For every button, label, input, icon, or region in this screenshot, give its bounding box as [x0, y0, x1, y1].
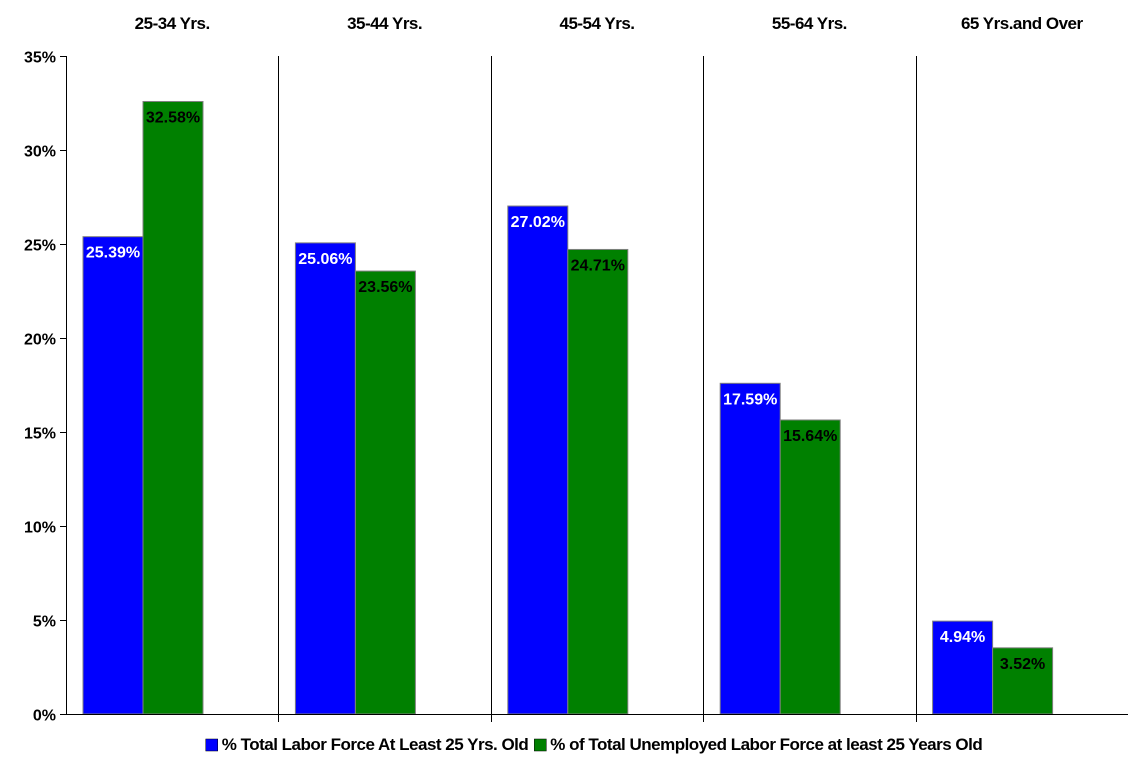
data-labels: 25.39% 32.58% 25.06% 23.56% 27.02% 24.71% 17.5… — [86, 109, 1045, 672]
data-label: 25.39% — [86, 245, 140, 262]
bar-labor-force-2 — [294, 242, 356, 715]
bar-unemployed-2 — [354, 270, 416, 715]
y-tick-label: 5% — [33, 614, 56, 631]
legend-swatch-unemployed — [534, 738, 547, 752]
category-separators — [278, 56, 917, 722]
data-label: 27.02% — [511, 214, 565, 231]
category-label: 35-44 Yrs. — [347, 14, 422, 33]
y-tick-label: 35% — [24, 50, 56, 67]
legend-swatch-labor-force — [205, 738, 218, 752]
y-tick-labels: 0% 5% 10% 15% 20% 25% 30% 35% — [24, 50, 56, 725]
category-labels: 25-34 Yrs. 35-44 Yrs. 45-54 Yrs. 55-64 Yrs.… — [135, 14, 1084, 33]
bar-labor-force-1 — [82, 236, 144, 715]
bars — [82, 100, 1054, 715]
y-tick-label: 30% — [24, 144, 56, 161]
y-axis — [60, 56, 1128, 715]
legend: % Total Labor Force At Least 25 Yrs. Old… — [205, 735, 983, 754]
y-tick-label: 15% — [24, 426, 56, 443]
bar-unemployed-3 — [567, 248, 629, 715]
data-label: 17.59% — [723, 391, 777, 408]
data-label: 15.64% — [783, 428, 837, 445]
data-label: 23.56% — [358, 279, 412, 296]
legend-label-labor-force: % Total Labor Force At Least 25 Yrs. Old — [222, 735, 529, 754]
category-label: 65 Yrs.and Over — [961, 14, 1084, 33]
data-label: 32.58% — [146, 109, 200, 126]
y-tick-label: 0% — [33, 708, 56, 725]
bar-labor-force-5 — [932, 620, 994, 715]
data-label: 25.06% — [298, 251, 352, 268]
category-label: 25-34 Yrs. — [135, 14, 210, 33]
bar-unemployed-1 — [142, 100, 204, 715]
legend-label-unemployed: % of Total Unemployed Labor Force at lea… — [550, 735, 982, 754]
bar-labor-force-4 — [719, 382, 781, 715]
bar-unemployed-4 — [779, 419, 841, 715]
y-tick-label: 25% — [24, 238, 56, 255]
data-label: 3.52% — [1000, 656, 1045, 673]
y-tick-label: 10% — [24, 520, 56, 537]
y-tick-label: 20% — [24, 332, 56, 349]
category-label: 55-64 Yrs. — [772, 14, 847, 33]
data-label: 24.71% — [571, 257, 625, 274]
data-label: 4.94% — [940, 629, 985, 646]
category-label: 45-54 Yrs. — [559, 14, 634, 33]
bar-labor-force-3 — [507, 205, 569, 715]
